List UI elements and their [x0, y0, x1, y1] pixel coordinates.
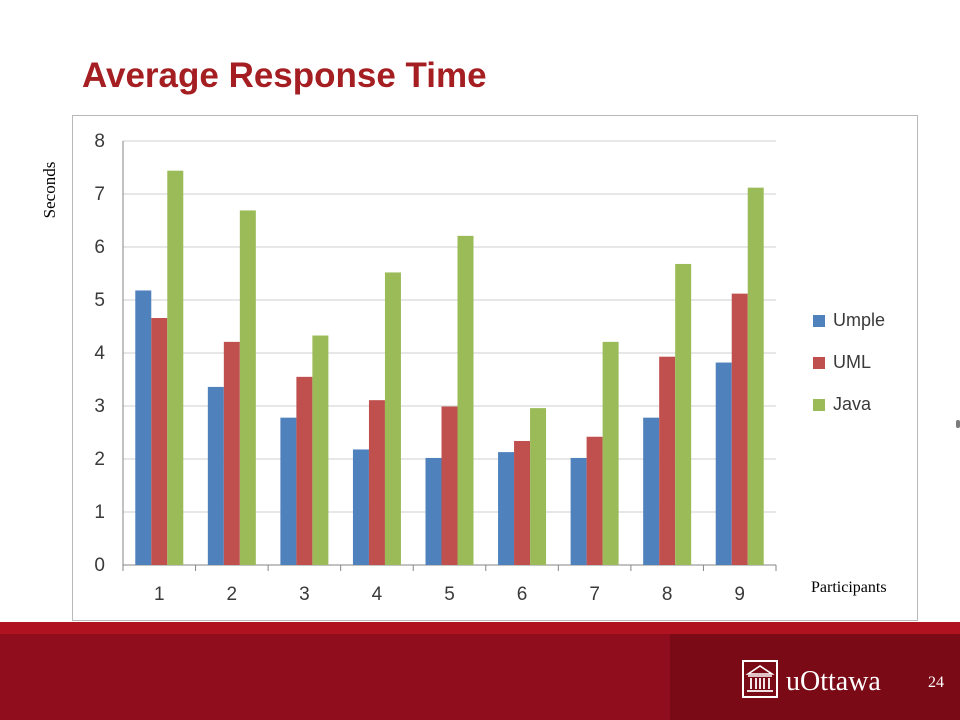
bar-uml-3 [296, 376, 313, 565]
x-tick-label: 7 [589, 584, 600, 605]
x-tick-label: 5 [444, 584, 455, 605]
footer-band [0, 622, 960, 720]
chart: 0 1 2 3 4 5 6 7 8 1 2 3 4 5 6 7 8 9 Umple UML Java [72, 115, 918, 621]
bar-umple-4 [352, 449, 369, 565]
y-tick-label: 1 [94, 502, 105, 523]
x-tick-label: 3 [299, 584, 310, 605]
building-icon [742, 660, 778, 698]
bar-java-4 [384, 272, 401, 565]
bar-umple-9 [715, 362, 732, 565]
x-tick-label: 4 [372, 584, 383, 605]
y-tick-label: 8 [94, 131, 105, 152]
bar-umple-7 [570, 457, 587, 565]
y-tick-label: 0 [94, 555, 105, 576]
bar-umple-1 [135, 290, 152, 565]
y-tick-label: 3 [94, 396, 105, 417]
x-tick-label: 9 [734, 584, 745, 605]
y-tick-label: 2 [94, 449, 105, 470]
legend-swatch-uml [813, 357, 825, 369]
legend-label-umple: Umple [833, 310, 885, 330]
bar-umple-2 [207, 386, 224, 565]
x-tick-label: 2 [227, 584, 238, 605]
bar-uml-1 [151, 318, 168, 565]
bar-uml-5 [441, 406, 458, 565]
bar-java-2 [239, 210, 256, 565]
y-tick-label: 7 [94, 184, 105, 205]
bar-java-9 [747, 187, 764, 565]
bar-java-3 [312, 335, 329, 565]
x-axis-label: Participants [811, 579, 887, 596]
footer-logo-panel [670, 634, 960, 720]
legend-label-java: Java [833, 394, 872, 414]
stray-mark [956, 420, 960, 428]
page-number: 24 [928, 674, 944, 691]
x-tick-label: 1 [154, 584, 165, 605]
bar-java-7 [602, 341, 619, 565]
bar-umple-8 [643, 417, 660, 565]
bar-uml-9 [731, 293, 748, 565]
legend-swatch-java [813, 399, 825, 411]
bar-java-1 [167, 170, 184, 565]
legend-swatch-umple [813, 315, 825, 327]
bar-uml-4 [368, 400, 385, 565]
bar-uml-8 [659, 356, 676, 565]
bar-umple-3 [280, 417, 297, 565]
y-tick-label: 6 [94, 237, 105, 258]
bar-java-8 [675, 263, 692, 565]
slide-title: Average Response Time [82, 56, 487, 95]
x-tick-label: 8 [662, 584, 673, 605]
logo-text: uOttawa [786, 666, 881, 697]
y-tick-label: 4 [94, 343, 105, 364]
bar-umple-6 [498, 452, 515, 565]
x-tick-label: 6 [517, 584, 528, 605]
y-tick-label: 5 [94, 290, 105, 311]
legend-label-uml: UML [833, 352, 871, 372]
y-axis-label: Seconds [40, 161, 59, 219]
chart-svg: 0 1 2 3 4 5 6 7 8 1 2 3 4 5 6 7 8 9 Umple UML Java [94, 131, 885, 605]
bar-uml-6 [514, 440, 531, 565]
bar-umple-5 [425, 457, 442, 565]
bar-java-5 [457, 235, 474, 565]
footer-stripe [0, 622, 960, 634]
bar-uml-7 [586, 436, 603, 565]
bar-java-6 [530, 408, 547, 565]
bar-uml-2 [223, 341, 240, 565]
